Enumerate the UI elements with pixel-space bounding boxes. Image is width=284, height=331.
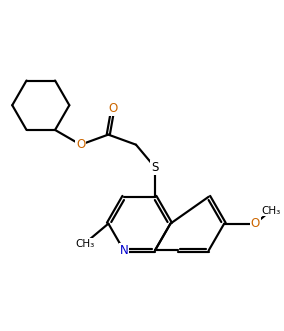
Text: O: O [108,102,118,115]
Text: N: N [120,244,128,257]
Text: CH₃: CH₃ [75,239,94,249]
Text: S: S [151,161,159,174]
Text: O: O [250,217,260,230]
Text: O: O [76,138,85,151]
Text: CH₃: CH₃ [261,206,280,216]
